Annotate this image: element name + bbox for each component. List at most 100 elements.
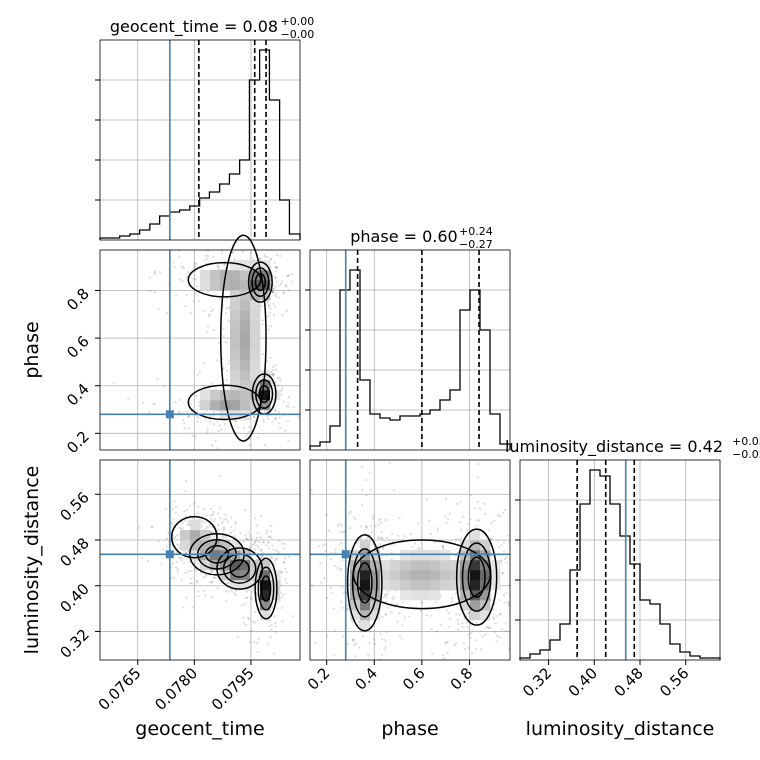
sample-point bbox=[224, 311, 228, 315]
sample-point bbox=[275, 557, 279, 560]
density-cell bbox=[200, 540, 211, 551]
sample-point bbox=[445, 609, 449, 612]
sample-point bbox=[165, 537, 169, 540]
sample-point bbox=[222, 525, 226, 529]
sample-point bbox=[467, 632, 471, 636]
sample-point bbox=[260, 554, 263, 558]
density-cell bbox=[470, 560, 481, 571]
sample-point bbox=[442, 547, 445, 551]
frame-hist-phase bbox=[309, 249, 511, 451]
sample-point bbox=[255, 536, 258, 540]
density-cell bbox=[350, 550, 361, 561]
sample-point bbox=[271, 382, 274, 385]
sample-point bbox=[217, 529, 220, 532]
sample-point bbox=[172, 517, 175, 521]
sample-point bbox=[368, 471, 371, 475]
sample-point bbox=[338, 543, 341, 547]
sample-point bbox=[170, 576, 173, 580]
sample-point bbox=[269, 566, 273, 570]
density-cell bbox=[370, 580, 381, 591]
sample-point bbox=[505, 556, 508, 559]
density-cell bbox=[370, 550, 381, 561]
sample-point bbox=[283, 547, 286, 550]
sample-point bbox=[253, 543, 256, 546]
sample-point bbox=[272, 548, 275, 551]
sample-point bbox=[275, 368, 278, 372]
contour-1-0-1 bbox=[257, 566, 275, 611]
sample-point bbox=[365, 526, 368, 530]
sample-point bbox=[187, 415, 190, 418]
sample-point bbox=[202, 576, 205, 579]
sample-point bbox=[384, 612, 388, 616]
sample-point bbox=[459, 529, 463, 532]
sample-point bbox=[161, 548, 165, 551]
sample-point bbox=[310, 489, 313, 492]
contour-1-3-2 bbox=[170, 515, 218, 559]
sample-point bbox=[220, 522, 224, 525]
sample-point bbox=[269, 265, 273, 268]
sample-point bbox=[217, 524, 220, 527]
density-cell bbox=[230, 300, 241, 311]
sample-point bbox=[505, 561, 508, 564]
sample-point bbox=[223, 422, 227, 426]
sample-point bbox=[165, 545, 168, 548]
sample-point bbox=[191, 434, 194, 437]
density-cell bbox=[240, 270, 251, 281]
sample-point bbox=[321, 544, 325, 547]
sample-point bbox=[267, 305, 271, 308]
sample-point bbox=[392, 544, 396, 547]
ytick-label-luminosity-distance-0: 0.32 bbox=[56, 626, 92, 662]
sample-point bbox=[323, 576, 326, 580]
sample-point bbox=[271, 373, 275, 377]
density-cell bbox=[240, 340, 251, 351]
sample-point bbox=[270, 605, 274, 609]
sample-point bbox=[210, 580, 214, 584]
sample-point bbox=[447, 626, 451, 629]
sample-point bbox=[383, 648, 387, 651]
density-cell bbox=[450, 580, 461, 591]
sample-point bbox=[228, 531, 231, 534]
density-cell bbox=[370, 610, 381, 621]
sample-point bbox=[260, 515, 263, 518]
sample-point bbox=[218, 537, 221, 540]
sample-point bbox=[212, 423, 216, 426]
sample-point bbox=[224, 513, 227, 517]
sample-point bbox=[196, 373, 200, 377]
sample-point bbox=[319, 561, 322, 565]
density-cell bbox=[390, 560, 401, 571]
sample-point bbox=[339, 600, 343, 604]
sample-point bbox=[282, 593, 285, 596]
sample-point bbox=[261, 322, 264, 326]
density-cell bbox=[220, 400, 231, 411]
sample-point bbox=[242, 621, 245, 625]
sample-point bbox=[230, 525, 233, 529]
sample-point bbox=[259, 549, 263, 552]
sample-point bbox=[489, 537, 493, 540]
ytick-label-luminosity-distance-1: 0.40 bbox=[56, 580, 92, 616]
sample-point bbox=[255, 592, 259, 595]
density-cell bbox=[260, 270, 271, 281]
density-cell bbox=[380, 570, 391, 581]
sample-point bbox=[265, 529, 269, 533]
sample-point bbox=[194, 278, 198, 281]
sample-point bbox=[233, 592, 236, 595]
sample-point bbox=[324, 549, 328, 553]
sample-point bbox=[193, 561, 197, 565]
sample-point bbox=[279, 379, 282, 383]
sample-point bbox=[256, 544, 259, 547]
sample-point bbox=[274, 364, 277, 367]
sample-point bbox=[281, 571, 284, 574]
density-cell bbox=[410, 570, 421, 581]
sample-point bbox=[212, 520, 215, 523]
sample-point bbox=[157, 307, 160, 311]
sample-point bbox=[267, 642, 270, 645]
sample-point bbox=[185, 508, 189, 511]
sample-point bbox=[209, 420, 212, 423]
sample-point bbox=[153, 291, 157, 294]
density-cell bbox=[420, 570, 431, 581]
sample-point bbox=[153, 272, 156, 275]
sample-point bbox=[281, 280, 284, 283]
sample-point bbox=[186, 523, 190, 526]
sample-point bbox=[420, 601, 424, 604]
